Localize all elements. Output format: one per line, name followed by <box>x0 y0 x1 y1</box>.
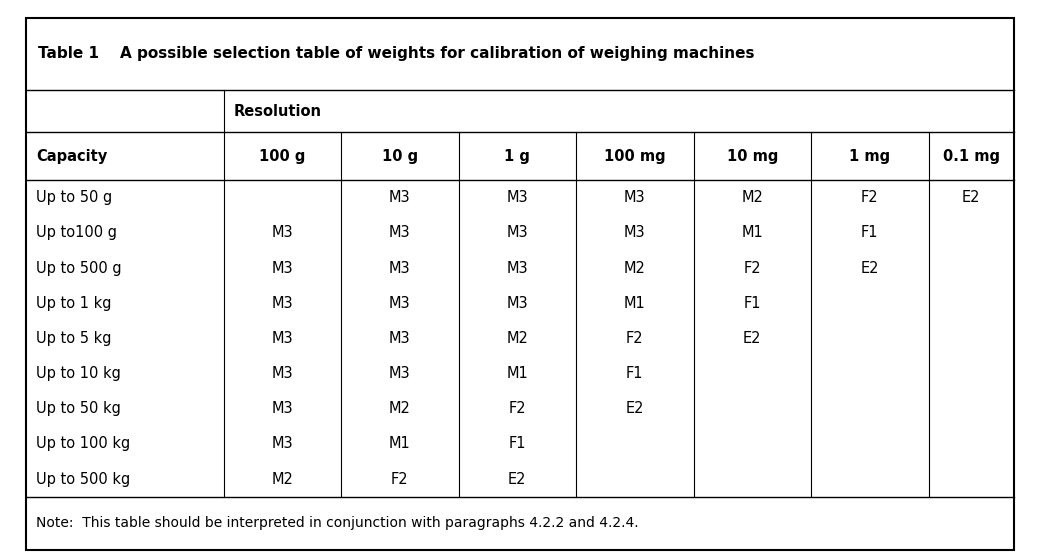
Text: M3: M3 <box>389 226 411 240</box>
Text: M3: M3 <box>506 226 528 240</box>
Text: M2: M2 <box>389 402 411 416</box>
Text: M3: M3 <box>624 226 646 240</box>
Text: M3: M3 <box>624 190 646 206</box>
Text: F1: F1 <box>744 296 761 311</box>
Text: M3: M3 <box>389 296 411 311</box>
Text: Resolution: Resolution <box>234 104 321 119</box>
Text: E2: E2 <box>508 472 527 487</box>
Text: 100 mg: 100 mg <box>604 149 666 164</box>
Text: M3: M3 <box>272 331 293 346</box>
Text: 0.1 mg: 0.1 mg <box>943 149 1000 164</box>
Text: F2: F2 <box>391 472 409 487</box>
Text: F2: F2 <box>861 190 878 206</box>
Text: Up to 5 kg: Up to 5 kg <box>36 331 112 346</box>
Text: Up to 50 kg: Up to 50 kg <box>36 402 121 416</box>
Text: Note:  This table should be interpreted in conjunction with paragraphs 4.2.2 and: Note: This table should be interpreted i… <box>36 516 639 530</box>
Text: M1: M1 <box>741 226 763 240</box>
Text: Up to100 g: Up to100 g <box>36 226 117 240</box>
Text: F1: F1 <box>861 226 878 240</box>
Text: M3: M3 <box>272 226 293 240</box>
Text: E2: E2 <box>744 331 761 346</box>
Text: M3: M3 <box>506 260 528 276</box>
Text: Table 1    A possible selection table of weights for calibration of weighing mac: Table 1 A possible selection table of we… <box>38 46 755 62</box>
Text: M3: M3 <box>389 190 411 206</box>
Text: Up to 500 kg: Up to 500 kg <box>36 472 131 487</box>
Text: Capacity: Capacity <box>36 149 108 164</box>
Text: 10 mg: 10 mg <box>727 149 778 164</box>
Text: F2: F2 <box>508 402 526 416</box>
Text: 10 g: 10 g <box>382 149 418 164</box>
Text: M2: M2 <box>506 331 528 346</box>
Text: Up to 100 kg: Up to 100 kg <box>36 436 131 451</box>
Text: E2: E2 <box>625 402 644 416</box>
Text: F1: F1 <box>626 366 644 381</box>
Text: M3: M3 <box>506 296 528 311</box>
Text: M3: M3 <box>389 260 411 276</box>
Text: F2: F2 <box>744 260 761 276</box>
Text: M1: M1 <box>506 366 528 381</box>
Text: M1: M1 <box>389 436 411 451</box>
Text: E2: E2 <box>962 190 981 206</box>
Text: Up to 500 g: Up to 500 g <box>36 260 122 276</box>
Text: F1: F1 <box>508 436 526 451</box>
Text: Up to 50 g: Up to 50 g <box>36 190 113 206</box>
Text: F2: F2 <box>626 331 644 346</box>
Text: M1: M1 <box>624 296 646 311</box>
Text: M3: M3 <box>506 190 528 206</box>
Text: M3: M3 <box>389 331 411 346</box>
Text: M3: M3 <box>272 296 293 311</box>
Text: M3: M3 <box>272 402 293 416</box>
Text: 1 g: 1 g <box>504 149 530 164</box>
Text: M3: M3 <box>272 260 293 276</box>
Text: M2: M2 <box>624 260 646 276</box>
Text: M3: M3 <box>272 366 293 381</box>
Text: M3: M3 <box>389 366 411 381</box>
Text: 1 mg: 1 mg <box>849 149 891 164</box>
Text: E2: E2 <box>861 260 879 276</box>
Text: M2: M2 <box>272 472 293 487</box>
Text: M2: M2 <box>741 190 763 206</box>
Text: 100 g: 100 g <box>259 149 306 164</box>
Text: Up to 10 kg: Up to 10 kg <box>36 366 121 381</box>
Text: M3: M3 <box>272 436 293 451</box>
Text: Up to 1 kg: Up to 1 kg <box>36 296 112 311</box>
